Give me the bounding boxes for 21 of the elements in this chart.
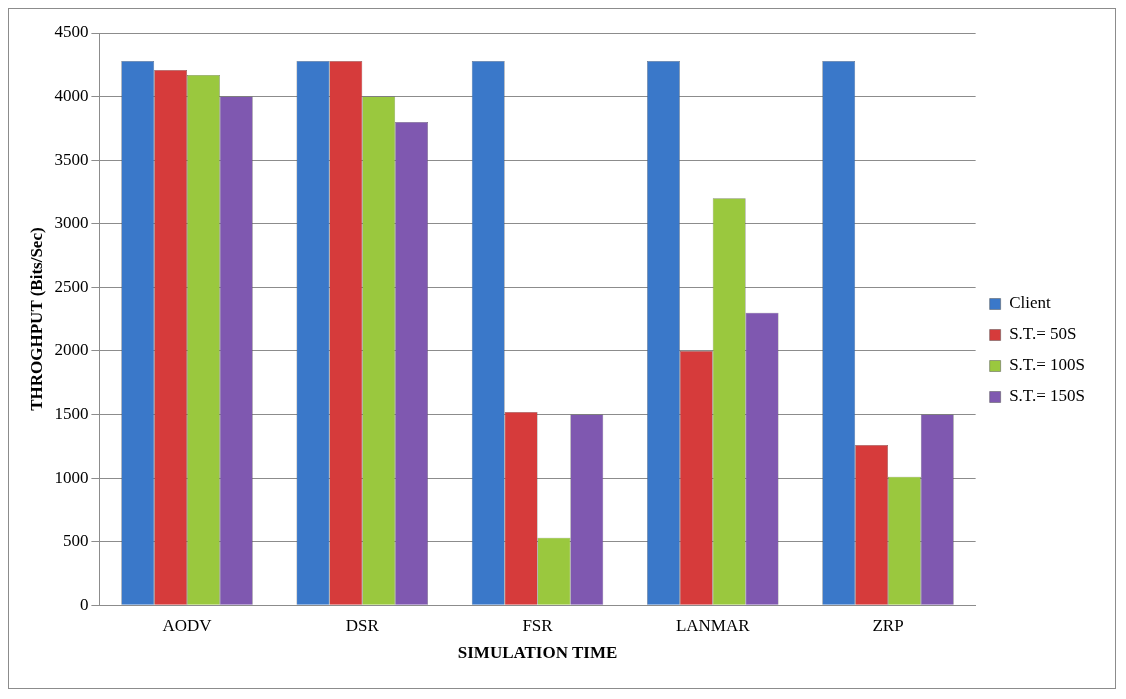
x-tick-label: LANMAR	[675, 615, 751, 635]
y-tick-label: 0	[79, 594, 89, 614]
y-tick-label: 2000	[54, 340, 89, 360]
legend-label: S.T.= 150S	[1009, 386, 1086, 406]
x-tick-label: FSR	[522, 615, 554, 635]
x-axis-title: SIMULATION TIME	[457, 643, 618, 663]
y-axis-title: THROGHPUT (Bits/Sec)	[26, 227, 46, 411]
x-tick-label: DSR	[345, 615, 380, 635]
x-tick-label: ZRP	[872, 615, 904, 635]
y-tick-label: 4500	[54, 22, 89, 42]
x-tick-label: AODV	[162, 615, 213, 635]
y-tick-label: 500	[62, 531, 89, 551]
legend-label: S.T.= 100S	[1009, 355, 1086, 375]
y-tick-label: 2500	[54, 276, 89, 296]
y-tick-label: 4000	[54, 86, 89, 106]
legend-label: S.T.= 50S	[1009, 324, 1077, 344]
y-tick-label: 3500	[54, 149, 89, 169]
y-tick-label: 1500	[54, 403, 89, 423]
y-tick-label: 3000	[54, 213, 89, 233]
y-tick-label: 1000	[54, 467, 89, 487]
legend-label: Client	[1009, 293, 1051, 313]
